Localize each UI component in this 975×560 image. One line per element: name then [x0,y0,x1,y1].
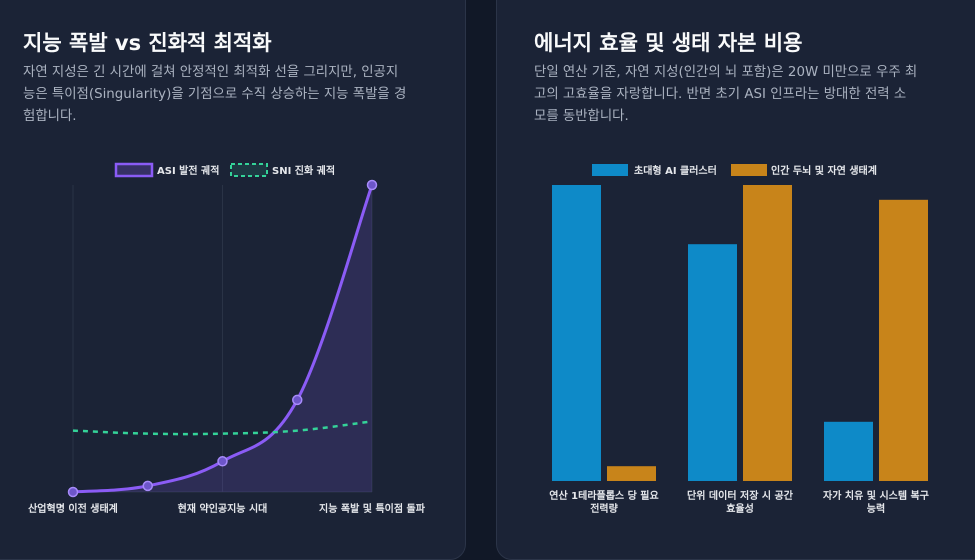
left-desc-line: 능은 특이점(Singularity)을 기점으로 수직 상승하는 지능 폭발을… [23,87,407,102]
left-title: 지능 폭발 vs 진화적 최적화 [23,31,272,55]
asi-legend-label: ASI 발전 궤적 [157,164,219,177]
right-desc-line: 고의 고효율을 자랑합니다. 반면 초기 ASI 인프라는 방대한 전력 소 [534,87,907,102]
right-desc-line: 모를 동반합니다. [534,109,629,124]
left-description: 자연 지성은 긴 시간에 걸쳐 안정적인 최적화 선을 그리지만, 인공지 능은… [23,62,406,128]
sni-legend-label: SNI 진화 궤적 [272,164,335,177]
x-tick-label: 능력 [867,503,885,515]
asi-point [67,486,79,498]
asi-point [292,394,303,406]
x-tick-label: 지능 폭발 및 특이점 돌파 [319,502,426,515]
left-desc-line: 자연 지성은 긴 시간에 걸쳐 안정적인 최적화 선을 그리지만, 인공지 [23,65,399,80]
asi-area [73,185,372,492]
x-tick-label: 자가 치유 및 시스템 복구 [823,489,929,502]
right-title: 에너지 효율 및 생태 자본 비용 [534,31,803,55]
ai-legend-swatch [592,164,628,176]
asi-point [142,480,153,492]
x-tick-label: 효율성 [726,502,754,515]
nature-legend-swatch [731,164,767,176]
bar [688,244,737,481]
bar [607,466,656,481]
line-legend: ASI 발전 궤적 SNI 진화 궤적 [114,162,335,178]
x-tick-label: 전력량 [590,502,618,515]
right-description: 단일 연산 기준, 자연 지성(인간의 뇌 포함)은 20W 미만으로 우주 최… [534,62,917,128]
bar [824,421,873,481]
nature-legend-label: 인간 두뇌 및 자연 생태계 [771,164,877,177]
ai-legend-label: 초대형 AI 클러스터 [634,164,717,177]
bar [552,185,601,481]
left-card [0,0,466,560]
bar-legend: 초대형 AI 클러스터 인간 두뇌 및 자연 생태계 [592,164,877,177]
right-desc-line: 단일 연산 기준, 자연 지성(인간의 뇌 포함)은 20W 미만으로 우주 최 [534,65,918,80]
asi-line [72,184,374,494]
x-tick-label: 현재 약인공지능 시대 [178,502,268,515]
x-tick-label: 단위 데이터 저장 시 공간 [687,489,794,502]
bar [879,199,928,482]
bar [743,185,792,481]
x-tick-label: 연산 1테라플롭스 당 필요 [549,489,658,502]
left-desc-line: 험합니다. [23,109,77,124]
asi-point [366,179,378,191]
asi-point [217,456,228,467]
asi-legend-swatch [114,162,154,178]
sni-legend-swatch [230,163,268,177]
x-tick-label: 산업혁명 이전 생태계 [28,502,118,515]
